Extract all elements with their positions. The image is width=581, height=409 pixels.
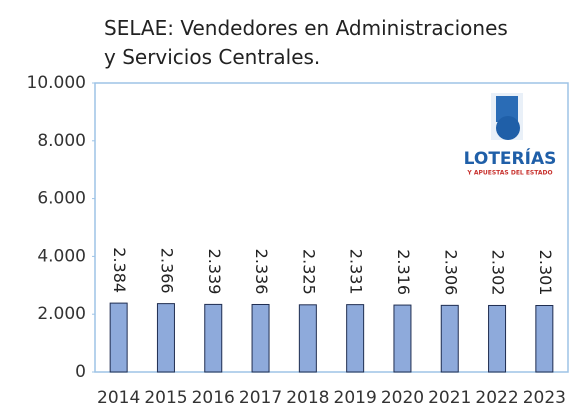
bar [109, 302, 128, 373]
bar [251, 303, 270, 373]
bar [488, 304, 507, 373]
y-tick-label: 2.000 [37, 304, 86, 324]
value-label: 2.301 [536, 250, 555, 296]
y-tick-label: 6.000 [37, 189, 86, 209]
chart-title: SELAE: Vendedores en Administraciones [104, 16, 508, 40]
logo: LOTERÍAS Y APUESTAS DEL ESTADO [464, 93, 557, 177]
x-tick-label: 2018 [286, 388, 329, 408]
x-tick-label: 2021 [428, 388, 471, 408]
value-label: 2.325 [299, 249, 318, 295]
value-label: 2.339 [205, 249, 224, 295]
value-label: 2.384 [110, 247, 129, 293]
x-tick-label: 2014 [97, 388, 140, 408]
bar [440, 304, 459, 373]
x-tick-label: 2017 [239, 388, 282, 408]
plot-border [94, 82, 569, 373]
bar [204, 303, 223, 373]
x-tick-label: 2023 [523, 388, 566, 408]
logo-icon [496, 116, 520, 140]
value-label: 2.331 [347, 249, 366, 295]
value-label: 2.302 [489, 250, 508, 296]
x-tick-label: 2022 [475, 388, 518, 408]
value-label: 2.316 [394, 249, 413, 295]
chart-title: y Servicios Centrales. [104, 45, 320, 69]
x-tick-label: 2015 [144, 388, 187, 408]
bar [346, 304, 365, 373]
x-tick-label: 2020 [381, 388, 424, 408]
bar [535, 305, 554, 373]
logo-tagline: Y APUESTAS DEL ESTADO [466, 170, 552, 177]
x-tick-label: 2016 [192, 388, 235, 408]
bar [393, 304, 412, 373]
y-tick-label: 10.000 [27, 73, 86, 93]
value-label: 2.306 [441, 250, 460, 296]
x-tick-label: 2019 [334, 388, 377, 408]
bar [156, 303, 175, 373]
value-label: 2.336 [252, 249, 271, 295]
logo-icon [496, 96, 518, 122]
y-tick-label: 8.000 [37, 131, 86, 151]
y-tick-label: 0 [75, 362, 86, 382]
value-label: 2.366 [157, 248, 176, 294]
bar [298, 304, 317, 373]
logo-name: LOTERÍAS [464, 147, 557, 169]
y-tick-label: 4.000 [37, 246, 86, 266]
